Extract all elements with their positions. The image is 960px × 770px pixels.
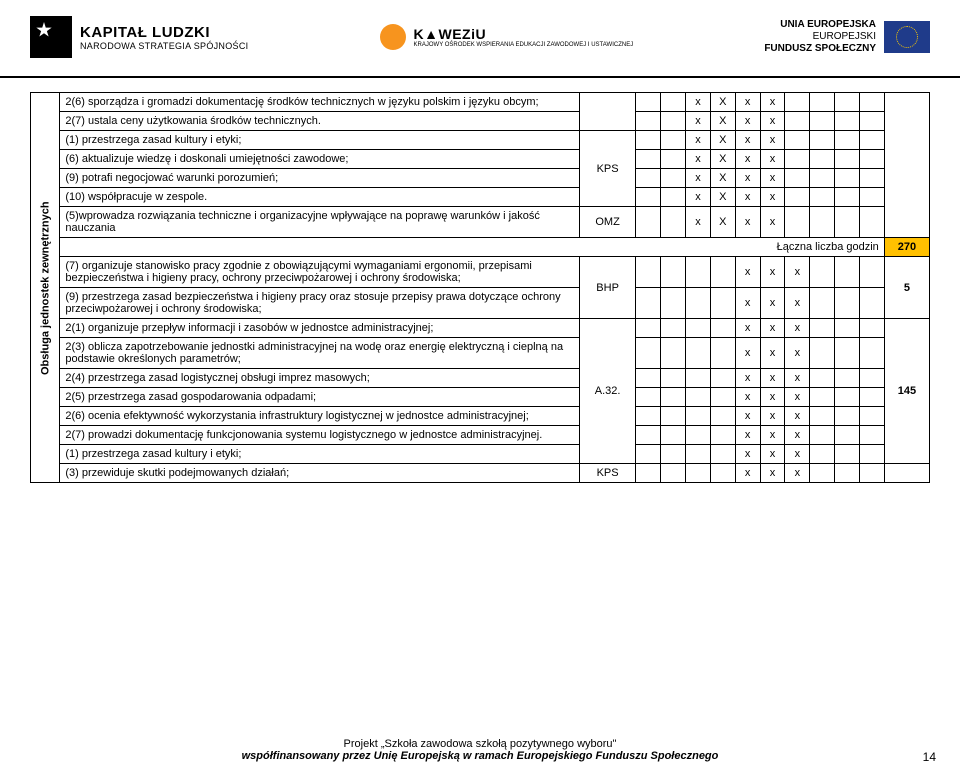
totals-row: Łączna liczba godzin 270 bbox=[31, 238, 930, 257]
footer-line1: Projekt „Szkoła zawodowa szkołą pozytywn… bbox=[0, 738, 960, 750]
code-omz: OMZ bbox=[579, 207, 635, 238]
koweziu-icon bbox=[380, 24, 406, 50]
hours-5: 5 bbox=[884, 257, 929, 319]
page-header: KAPITAŁ LUDZKI NARODOWA STRATEGIA SPÓJNO… bbox=[0, 0, 960, 78]
table-row: 2(6) ocenia efektywność wykorzystania in… bbox=[31, 407, 930, 426]
table-row: (6) aktualizuje wiedzę i doskonali umiej… bbox=[31, 150, 930, 169]
table-row: 2(4) przestrzega zasad logistycznej obsł… bbox=[31, 369, 930, 388]
code-kps2: KPS bbox=[579, 464, 635, 483]
kl-title: KAPITAŁ LUDZKI bbox=[80, 24, 248, 41]
table-row: (10) współpracuje w zespole. xX xx bbox=[31, 188, 930, 207]
table-row: (5)wprowadza rozwiązania techniczne i or… bbox=[31, 207, 930, 238]
table-row: 2(7) ustala ceny użytkowania środków tec… bbox=[31, 112, 930, 131]
table-row: 2(3) oblicza zapotrzebowanie jednostki a… bbox=[31, 338, 930, 369]
hours-145: 145 bbox=[884, 319, 929, 464]
curriculum-table: Obsługa jednostek zewnętrznych 2(6) spor… bbox=[30, 92, 930, 483]
table-row: (3) przewiduje skutki podejmowanych dzia… bbox=[31, 464, 930, 483]
eu-flag-icon bbox=[884, 21, 930, 53]
kl-subtitle: NARODOWA STRATEGIA SPÓJNOŚCI bbox=[80, 41, 248, 51]
kl-star-icon bbox=[30, 16, 72, 58]
logo-kapital-ludzki: KAPITAŁ LUDZKI NARODOWA STRATEGIA SPÓJNO… bbox=[30, 16, 248, 58]
code-a32: A.32. bbox=[579, 319, 635, 464]
page-footer: Projekt „Szkoła zawodowa szkołą pozytywn… bbox=[0, 738, 960, 762]
logo-koweziu: K▲WEZiU KRAJOWY OŚRODEK WSPIERANIA EDUKA… bbox=[380, 24, 634, 50]
footer-line2: współfinansowany przez Unię Europejską w… bbox=[0, 750, 960, 762]
table-row: 2(5) przestrzega zasad gospodarowania od… bbox=[31, 388, 930, 407]
logo-eu: UNIA EUROPEJSKA EUROPEJSKI FUNDUSZ SPOŁE… bbox=[764, 19, 930, 55]
totals-value: 270 bbox=[884, 238, 929, 257]
code-bhp: BHP bbox=[579, 257, 635, 319]
table-row: (1) przestrzega zasad kultury i etyki; K… bbox=[31, 131, 930, 150]
vertical-section-label: Obsługa jednostek zewnętrznych bbox=[31, 93, 60, 483]
table-row: (9) potrafi negocjować warunki porozumie… bbox=[31, 169, 930, 188]
totals-label: Łączna liczba godzin bbox=[60, 238, 884, 257]
table-row: Obsługa jednostek zewnętrznych 2(6) spor… bbox=[31, 93, 930, 112]
code-kps: KPS bbox=[579, 131, 635, 207]
table-row: (1) przestrzega zasad kultury i etyki; x… bbox=[31, 445, 930, 464]
kow-title: K▲WEZiU bbox=[414, 26, 634, 42]
table-row: 2(7) prowadzi dokumentację funkcjonowani… bbox=[31, 426, 930, 445]
table-row: (9) przestrzega zasad bezpieczeństwa i h… bbox=[31, 288, 930, 319]
page-number: 14 bbox=[923, 750, 936, 764]
table-row: 2(1) organizuje przepływ informacji i za… bbox=[31, 319, 930, 338]
kow-subtitle: KRAJOWY OŚRODEK WSPIERANIA EDUKACJI ZAWO… bbox=[414, 42, 634, 49]
eu-text: UNIA EUROPEJSKA EUROPEJSKI FUNDUSZ SPOŁE… bbox=[764, 19, 876, 55]
page-body: Obsługa jednostek zewnętrznych 2(6) spor… bbox=[0, 78, 960, 483]
table-row: (7) organizuje stanowisko pracy zgodnie … bbox=[31, 257, 930, 288]
